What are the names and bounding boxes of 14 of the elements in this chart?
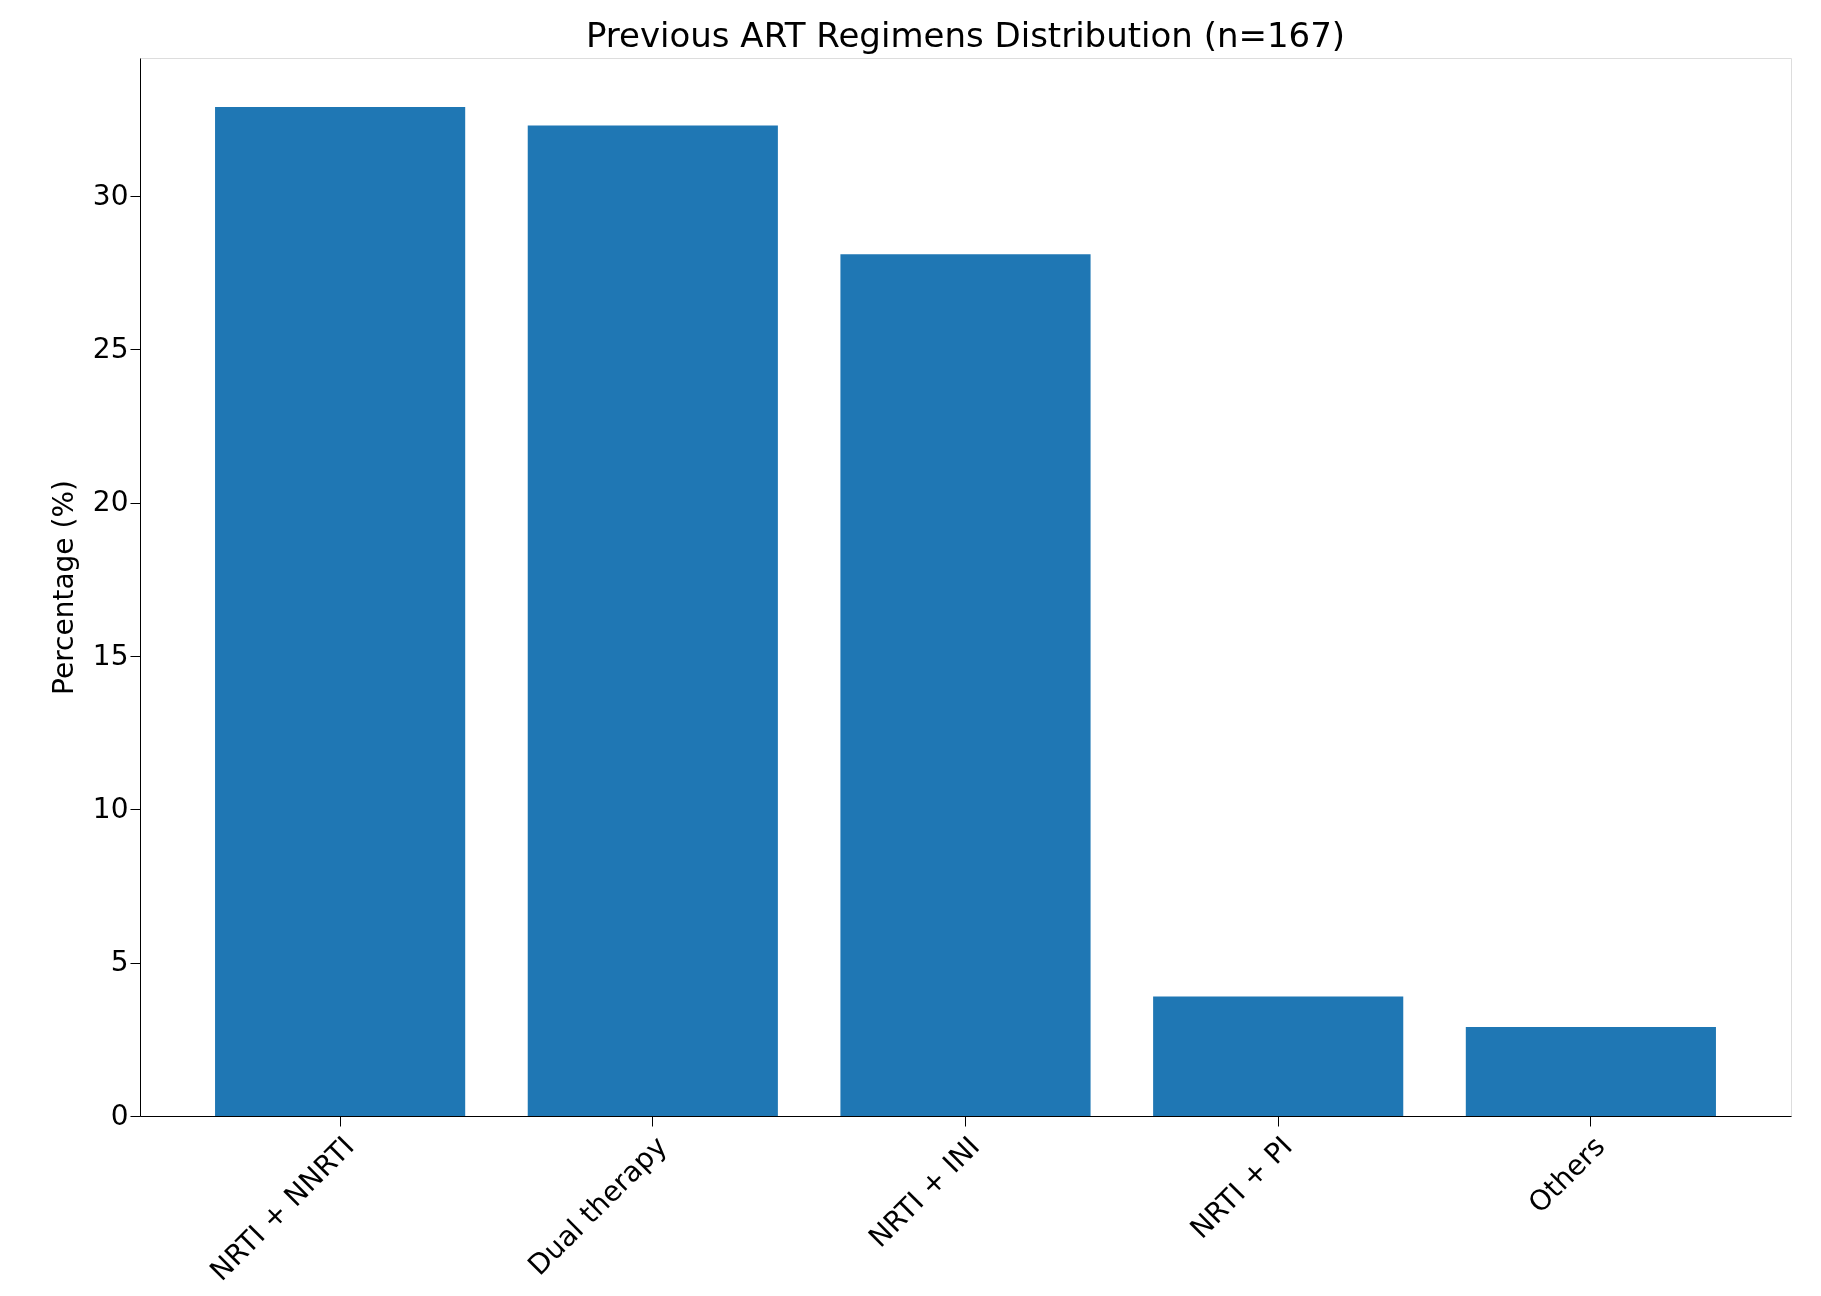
bar: [215, 107, 466, 1116]
y-tick-label: 10: [92, 791, 129, 825]
y-tick-label: 5: [110, 945, 129, 979]
bar: [840, 254, 1091, 1116]
bar: [1153, 996, 1404, 1116]
y-tick-label: 20: [92, 485, 129, 519]
y-tick-label: 25: [92, 331, 129, 365]
y-tick-label: 0: [110, 1098, 129, 1132]
y-tick-label: 15: [92, 638, 129, 672]
bar: [1465, 1027, 1716, 1116]
y-axis-title: Percentage (%): [46, 480, 80, 695]
bar: [527, 125, 778, 1116]
chart-title: Previous ART Regimens Distribution (n=167): [585, 15, 1346, 55]
y-tick-label: 30: [92, 178, 129, 212]
